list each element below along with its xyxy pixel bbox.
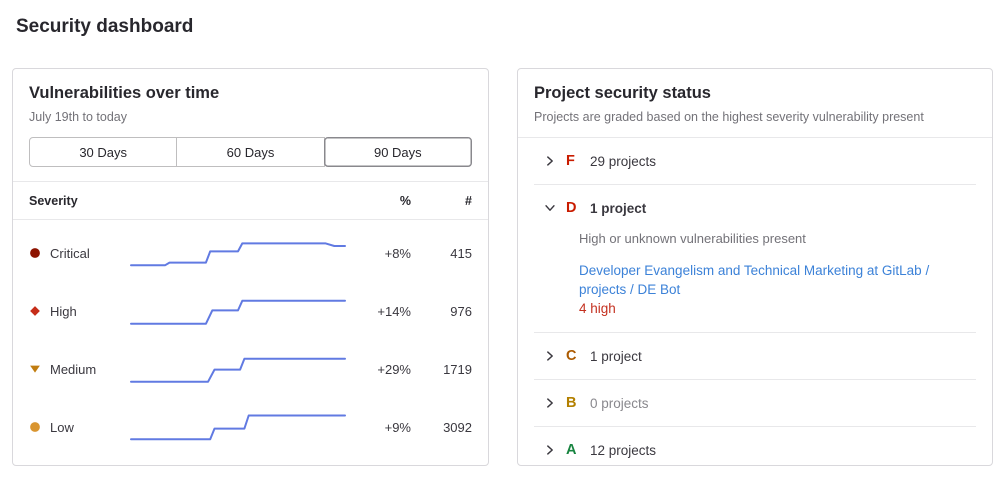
grade-row-d: D 1 project High or unknown vulnerabilit… xyxy=(534,185,976,333)
vulnerabilities-date-range: July 19th to today xyxy=(29,110,127,124)
chevron-right-icon xyxy=(543,154,557,168)
grade-a-project-count: 12 projects xyxy=(590,442,657,458)
vulnerabilities-panel-header: Vulnerabilities over time July 19th to t… xyxy=(13,69,488,124)
percent-column-header: % xyxy=(399,193,411,208)
grade-c-project-count: 1 project xyxy=(590,348,642,364)
low-sparkline-chart xyxy=(129,408,347,446)
grade-row-a: A 12 projects xyxy=(534,427,976,473)
high-sparkline-chart xyxy=(129,292,347,330)
chevron-right-icon xyxy=(543,349,557,363)
count-column-header: # xyxy=(465,193,472,208)
grade-d-expanded-content: High or unknown vulnerabilities present … xyxy=(534,231,976,332)
grade-c-accordion-toggle[interactable]: C 1 project xyxy=(534,333,976,379)
medium-percent-change: +29% xyxy=(377,361,411,377)
severity-label: High xyxy=(50,303,77,319)
range-button-90-days[interactable]: 90 Days xyxy=(323,137,472,167)
severity-label: Medium xyxy=(50,361,97,377)
grade-letter-d: D xyxy=(566,200,577,216)
vulnerabilities-over-time-panel: Vulnerabilities over time July 19th to t… xyxy=(12,68,489,466)
low-percent-change: +9% xyxy=(384,419,411,435)
day-range-button-group: 30 Days 60 Days 90 Days xyxy=(29,137,472,167)
severity-high-icon xyxy=(29,305,41,317)
grade-f-accordion-toggle[interactable]: F 29 projects xyxy=(534,138,976,184)
critical-count: 415 xyxy=(450,245,472,261)
table-row-medium: Medium +29% 1719 xyxy=(13,340,488,398)
status-panel-header: Project security status Projects are gra… xyxy=(518,69,992,138)
grade-d-description: High or unknown vulnerabilities present xyxy=(579,231,806,246)
status-panel-title: Project security status xyxy=(534,84,711,102)
range-button-60-days[interactable]: 60 Days xyxy=(176,137,325,167)
grade-a-accordion-toggle[interactable]: A 12 projects xyxy=(534,427,976,473)
grade-d-project-count: 1 project xyxy=(590,200,647,216)
project-finding-summary: 4 high xyxy=(579,301,616,316)
severity-table-header: Severity % # xyxy=(13,181,488,220)
low-count: 3092 xyxy=(443,419,472,435)
severity-low-icon xyxy=(29,421,41,433)
high-percent-change: +14% xyxy=(377,303,411,319)
grade-f-project-count: 29 projects xyxy=(590,153,657,169)
grade-row-f: F 29 projects xyxy=(534,138,976,185)
chevron-right-icon xyxy=(543,396,557,410)
critical-percent-change: +8% xyxy=(384,245,411,261)
grade-letter-a: A xyxy=(566,442,577,458)
table-row-critical: Critical +8% 415 xyxy=(13,224,488,282)
severity-label: Critical xyxy=(50,245,90,261)
grade-letter-b: B xyxy=(566,395,577,411)
grade-row-b: B 0 projects xyxy=(534,380,976,427)
table-row-low: Low +9% 3092 xyxy=(13,398,488,456)
grade-d-accordion-toggle[interactable]: D 1 project xyxy=(534,185,976,231)
page-title: Security dashboard xyxy=(16,16,194,37)
chevron-right-icon xyxy=(543,443,557,457)
table-row-high: High +14% 976 xyxy=(13,282,488,340)
range-button-30-days[interactable]: 30 Days xyxy=(29,137,178,167)
chevron-down-icon xyxy=(543,201,557,215)
status-panel-subtitle: Projects are graded based on the highest… xyxy=(534,110,924,124)
grade-letter-f: F xyxy=(566,153,575,169)
vulnerabilities-panel-title: Vulnerabilities over time xyxy=(29,84,220,102)
project-security-status-panel: Project security status Projects are gra… xyxy=(517,68,993,466)
severity-critical-icon xyxy=(29,247,41,259)
severity-column-header: Severity xyxy=(29,193,78,208)
grade-letter-c: C xyxy=(566,348,577,364)
project-link[interactable]: Developer Evangelism and Technical Marke… xyxy=(579,263,930,297)
grade-row-c: C 1 project xyxy=(534,333,976,380)
severity-medium-icon xyxy=(29,363,41,375)
grade-b-accordion-toggle[interactable]: B 0 projects xyxy=(534,380,976,426)
severity-table-body: Critical +8% 415 High +14% 976 Medium xyxy=(13,220,488,456)
high-count: 976 xyxy=(450,303,472,319)
medium-sparkline-chart xyxy=(129,350,347,388)
grade-b-project-count: 0 projects xyxy=(590,395,649,411)
severity-label: Low xyxy=(50,419,74,435)
critical-sparkline-chart xyxy=(129,234,347,272)
medium-count: 1719 xyxy=(443,361,472,377)
